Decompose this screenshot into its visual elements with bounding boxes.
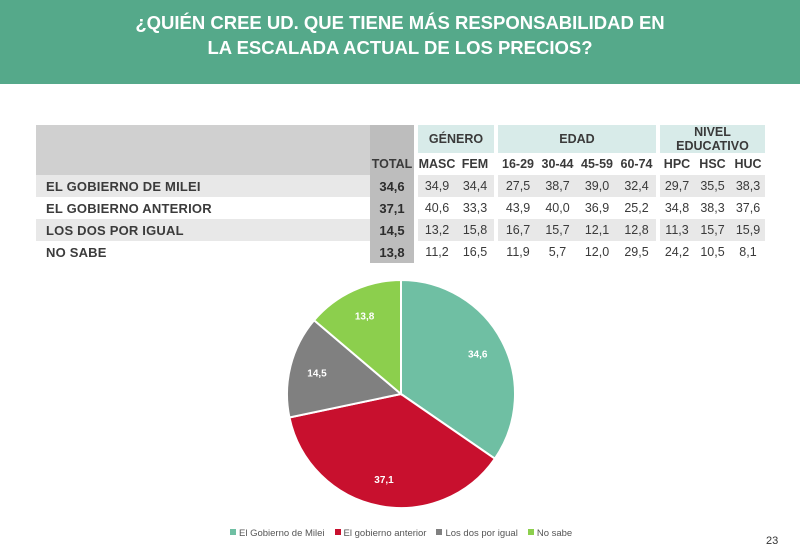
cell-huc: 38,3 xyxy=(731,175,765,197)
cell-60-74: 12,8 xyxy=(617,219,656,241)
cell-30-44: 40,0 xyxy=(545,201,570,215)
header-total-top xyxy=(370,125,414,153)
pie-slice-3 xyxy=(286,318,404,419)
cell-total: 34,6 xyxy=(370,175,414,197)
col-60-74: 60-74 xyxy=(617,153,656,175)
legend-item: Los dos por igual xyxy=(436,528,518,539)
cell-masc: 13,2 xyxy=(418,219,456,241)
pie-slice-label: 13,8 xyxy=(355,311,375,322)
col-45-59: 45-59 xyxy=(577,153,617,175)
cell-hsc: 38,3 xyxy=(700,201,725,215)
pie-slice-2 xyxy=(288,392,497,509)
cell-hpc: 11,3 xyxy=(660,219,694,241)
title-line-1: ¿QUIÉN CREE UD. QUE TIENE MÁS RESPONSABI… xyxy=(135,12,665,33)
cell-16-29: 27,5 xyxy=(498,175,538,197)
chart-legend: El Gobierno de Milei El gobierno anterior… xyxy=(230,528,582,539)
cell-hpc: 29,7 xyxy=(660,175,694,197)
col-hsc: HSC xyxy=(694,153,731,175)
cell-60-74: 25,2 xyxy=(624,201,649,215)
cell-huc: 15,9 xyxy=(731,219,765,241)
cell-45-59: 12,1 xyxy=(577,219,617,241)
title-banner xyxy=(0,0,800,84)
cell-hsc: 10,5 xyxy=(700,245,725,259)
table-row: EL GOBIERNO DE MILEI 34,6 34,9 34,4 27,5… xyxy=(36,175,765,197)
col-huc: HUC xyxy=(731,153,765,175)
cell-60-74: 29,5 xyxy=(624,245,649,259)
group-nivel-educativo: NIVEL EDUCATIVO xyxy=(660,125,765,153)
title-line-2: LA ESCALADA ACTUAL DE LOS PRECIOS? xyxy=(207,37,593,58)
cell-total: 37,1 xyxy=(370,197,414,219)
legend-item: El gobierno anterior xyxy=(334,528,427,539)
cell-fem: 34,4 xyxy=(456,175,494,197)
legend-swatch xyxy=(334,529,341,535)
cell-16-29: 11,9 xyxy=(506,245,530,259)
table-column-header-row: TOTAL MASC FEM 16-29 30-44 45-59 60-74 H… xyxy=(36,153,765,175)
group-edad: EDAD xyxy=(498,125,656,153)
pie-slice-label: 34,6 xyxy=(468,350,488,361)
cell-60-74: 32,4 xyxy=(617,175,656,197)
legend-item: No sabe xyxy=(527,528,573,539)
pie-slice-1 xyxy=(400,278,516,461)
group-genero: GÉNERO xyxy=(418,125,494,153)
cell-masc: 11,2 xyxy=(425,245,449,259)
row-label: EL GOBIERNO DE MILEI xyxy=(36,175,370,197)
table-row: EL GOBIERNO ANTERIOR 37,1 40,6 33,3 43,9… xyxy=(36,197,765,219)
table-group-header-row: GÉNERO EDAD NIVEL EDUCATIVO xyxy=(36,125,765,175)
cell-fem: 16,5 xyxy=(462,245,488,259)
legend-label: El gobierno anterior xyxy=(343,528,427,539)
col-masc: MASC xyxy=(418,153,456,175)
legend-label: El Gobierno de Milei xyxy=(239,528,325,539)
col-16-29: 16-29 xyxy=(498,153,538,175)
pie-slice-label: 14,5 xyxy=(307,369,327,380)
page-title: ¿QUIÉN CREE UD. QUE TIENE MÁS RESPONSABI… xyxy=(0,10,800,60)
cell-total: 13,8 xyxy=(370,241,414,263)
page-number: 23 xyxy=(766,535,779,547)
cell-masc: 34,9 xyxy=(418,175,456,197)
legend-swatch xyxy=(436,529,443,535)
cell-16-29: 16,7 xyxy=(498,219,538,241)
cell-masc: 40,6 xyxy=(424,201,450,215)
cell-hsc: 35,5 xyxy=(694,175,731,197)
col-fem: FEM xyxy=(456,153,494,175)
legend-swatch xyxy=(527,529,534,535)
legend-label: No sabe xyxy=(536,528,573,539)
cell-fem: 15,8 xyxy=(456,219,494,241)
cell-huc: 8,1 xyxy=(739,245,757,259)
table-row: LOS DOS POR IGUAL 14,5 13,2 15,8 16,7 15… xyxy=(36,219,765,241)
cell-45-59: 12,0 xyxy=(584,245,610,259)
col-30-44: 30-44 xyxy=(538,153,577,175)
cell-16-29: 43,9 xyxy=(505,201,531,215)
cell-30-44: 38,7 xyxy=(538,175,577,197)
row-label: NO SABE xyxy=(46,244,107,260)
cell-30-44: 5,7 xyxy=(548,245,567,259)
cell-45-59: 36,9 xyxy=(584,201,610,215)
row-label: EL GOBIERNO ANTERIOR xyxy=(46,200,212,216)
cell-total: 14,5 xyxy=(370,219,414,241)
cell-hpc: 24,2 xyxy=(664,245,690,259)
cell-hpc: 34,8 xyxy=(664,201,690,215)
pie-slice-4 xyxy=(312,278,402,397)
legend-label: Los dos por igual xyxy=(445,528,518,539)
table-row: NO SABE 13,8 11,2 16,5 11,9 5,7 12,0 29,… xyxy=(36,241,765,263)
pie-slice-label: 37,1 xyxy=(374,475,394,486)
legend-item: El Gobierno de Milei xyxy=(230,528,325,539)
cell-45-59: 39,0 xyxy=(577,175,617,197)
header-blank-cell xyxy=(36,125,370,175)
cell-hsc: 15,7 xyxy=(694,219,731,241)
results-table: GÉNERO EDAD NIVEL EDUCATIVO TOTAL MASC F… xyxy=(36,125,765,263)
cell-fem: 33,3 xyxy=(462,201,488,215)
col-total: TOTAL xyxy=(370,153,414,175)
row-label: LOS DOS POR IGUAL xyxy=(36,219,370,241)
cell-huc: 37,6 xyxy=(735,201,761,215)
legend-swatch xyxy=(230,529,236,535)
cell-30-44: 15,7 xyxy=(538,219,577,241)
col-hpc: HPC xyxy=(660,153,694,175)
